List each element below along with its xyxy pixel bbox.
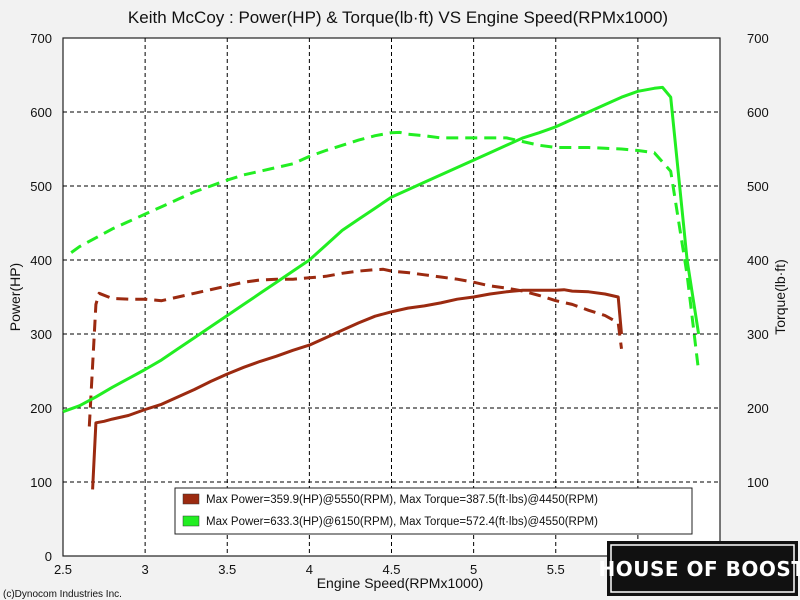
logo-border <box>610 544 795 593</box>
y-tick-label-right: 600 <box>747 105 769 120</box>
logo-background <box>607 541 798 596</box>
x-tick-label: 3 <box>142 562 149 577</box>
y-tick-label-left: 200 <box>30 401 52 416</box>
legend-swatch-red <box>182 493 200 505</box>
logo-text: HOUSE OF BOOST <box>599 557 800 581</box>
y-tick-label-left: 600 <box>30 105 52 120</box>
legend-box <box>174 487 693 535</box>
legend-label-green: Max Power=633.3(HP)@6150(RPM), Max Torqu… <box>206 516 598 528</box>
x-axis-label: Engine Speed(RPMx1000) <box>317 575 484 591</box>
house-of-boost-logo: HOUSE OF BOOST <box>599 541 800 596</box>
y-tick-label-right: 400 <box>747 253 769 268</box>
power-line-green <box>62 85 701 414</box>
y-tick-label-left: 500 <box>30 179 52 194</box>
legend-label-red: Max Power=359.9(HP)@5550(RPM), Max Torqu… <box>206 494 598 506</box>
y-tick-label-left: 700 <box>30 31 52 46</box>
grid <box>63 38 720 556</box>
y-axis-label-left: Power(HP) <box>7 263 23 331</box>
y-tick-label-right: 300 <box>747 327 769 342</box>
y-axis-label-right: Torque(lb·ft) <box>772 259 788 334</box>
y-tick-label-right: 200 <box>747 401 769 416</box>
torque-line-red <box>87 267 623 427</box>
x-tick-label: 4 <box>306 562 313 577</box>
x-tick-label: 3.5 <box>218 562 236 577</box>
y-tick-labels-left: 0 100 200 300 400 500 600 700 <box>30 31 52 564</box>
x-tick-label: 4.5 <box>382 562 400 577</box>
x-tick-label: 5.5 <box>547 562 565 577</box>
y-tick-label-right: 700 <box>747 31 769 46</box>
legend-swatch-green <box>182 515 200 527</box>
chart-title: Keith McCoy : Power(HP) & Torque(lb·ft) … <box>128 8 668 27</box>
y-tick-label-left: 300 <box>30 327 52 342</box>
copyright-text: (c)Dynocom Industries Inc. <box>3 589 122 600</box>
power-line-red <box>91 288 623 490</box>
x-tick-label: 5 <box>470 562 477 577</box>
y-tick-label-left: 0 <box>45 549 52 564</box>
y-tick-label-left: 100 <box>30 475 52 490</box>
y-tick-label-left: 400 <box>30 253 52 268</box>
y-tick-label-right: 100 <box>747 475 769 490</box>
y-tick-label-right: 500 <box>747 179 769 194</box>
series-layer <box>62 85 701 490</box>
legend: Max Power=359.9(HP)@5550(RPM), Max Torqu… <box>174 487 693 535</box>
x-tick-label: 2.5 <box>54 562 72 577</box>
torque-line-green <box>70 130 701 372</box>
